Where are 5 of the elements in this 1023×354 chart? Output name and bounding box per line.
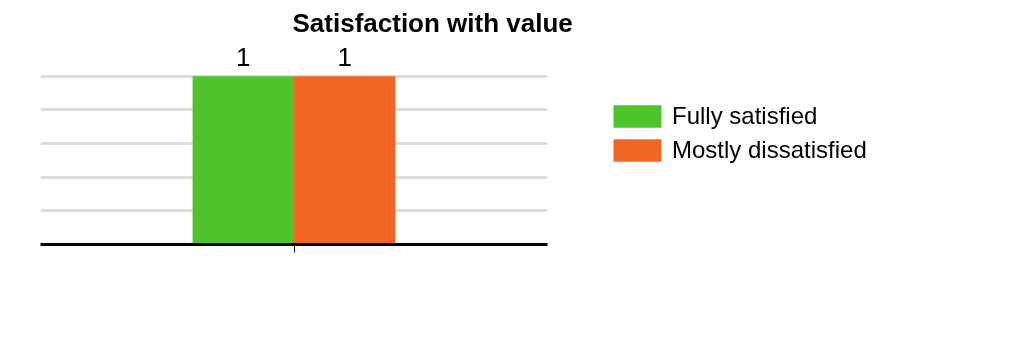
- data-label: 1: [337, 42, 352, 73]
- data-label: 1: [236, 42, 251, 73]
- chart-title: Satisfaction with value: [292, 7, 573, 38]
- legend-label: Fully satisfied: [672, 102, 818, 130]
- legend-label: Mostly dissatisfied: [672, 136, 867, 164]
